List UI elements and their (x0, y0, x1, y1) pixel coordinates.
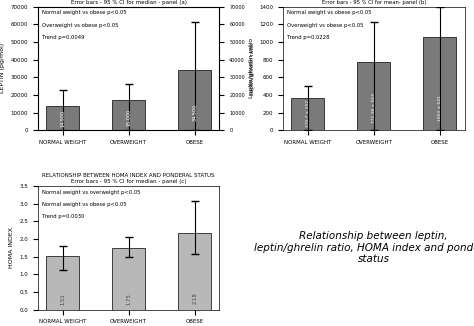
Bar (112, 100, 145, 130)
Text: Normal weight vs obese p<0.05: Normal weight vs obese p<0.05 (42, 10, 126, 15)
Text: Normal weight vs overweight p<0.05: Normal weight vs overweight p<0.05 (42, 190, 140, 195)
Text: 1053 ± 641: 1053 ± 641 (438, 95, 442, 121)
Bar (46, 106, 79, 130)
Bar (291, 97, 324, 130)
Text: Overweight vs obese p<0.05: Overweight vs obese p<0.05 (287, 22, 363, 28)
Title: RELATIONSHIP BETWEEN LEPTIN/GHRELIN RATIO AND PONDERAL STATUS
Error bars - 95 % : RELATIONSHIP BETWEEN LEPTIN/GHRELIN RATI… (278, 0, 469, 5)
Text: Relationship between leptin,
leptin/ghrelin ratio, HOMA index and ponderal
statu: Relationship between leptin, leptin/ghre… (254, 231, 474, 264)
Bar (423, 37, 456, 130)
Text: Trend p=0.0030: Trend p=0.0030 (42, 215, 84, 219)
Text: 771.38 ± 563: 771.38 ± 563 (372, 94, 376, 124)
Bar (178, 70, 211, 130)
Bar (46, 256, 79, 310)
Text: Normal weight vs obese p<0.05: Normal weight vs obese p<0.05 (42, 202, 126, 207)
Text: Normal weight vs obese p<0.05: Normal weight vs obese p<0.05 (287, 10, 371, 15)
Y-axis label: LEPTIN (pg/mol): LEPTIN (pg/mol) (0, 43, 5, 94)
Y-axis label: Leptin/ghrelin ratio: Leptin/ghrelin ratio (249, 38, 254, 98)
Title: RELATIONSHIP BETWEEN HOMA INDEX AND PONDERAL STATUS
Error bars - 95 % CI for med: RELATIONSHIP BETWEEN HOMA INDEX AND POND… (43, 173, 215, 184)
Text: Overweight vs obese p<0.05: Overweight vs obese p<0.05 (42, 22, 118, 28)
Text: 370.7 ± 252: 370.7 ± 252 (306, 100, 310, 127)
Text: Trend p=0.0049: Trend p=0.0049 (42, 35, 84, 40)
Text: 14,500: 14,500 (60, 110, 65, 127)
Title: RELATIONSHIP BETWEEN LEPTIN AND PONDERAL STATUS
Error bars - 95 % CI for median : RELATIONSHIP BETWEEN LEPTIN AND PONDERAL… (51, 0, 207, 5)
Bar (112, 248, 145, 310)
Y-axis label: HOMA INDEX: HOMA INDEX (9, 227, 14, 268)
Text: 1.75: 1.75 (126, 293, 131, 305)
Text: 34,500: 34,500 (192, 104, 197, 121)
Text: 15,000: 15,000 (126, 109, 131, 126)
Text: 1.51: 1.51 (60, 294, 65, 305)
Bar (178, 233, 211, 310)
Y-axis label: Leptin/ghrelin ratio: Leptin/ghrelin ratio (250, 42, 255, 95)
Text: 2.18: 2.18 (192, 292, 197, 304)
Text: Trend p=0.0228: Trend p=0.0228 (287, 35, 329, 40)
Bar (357, 62, 390, 130)
